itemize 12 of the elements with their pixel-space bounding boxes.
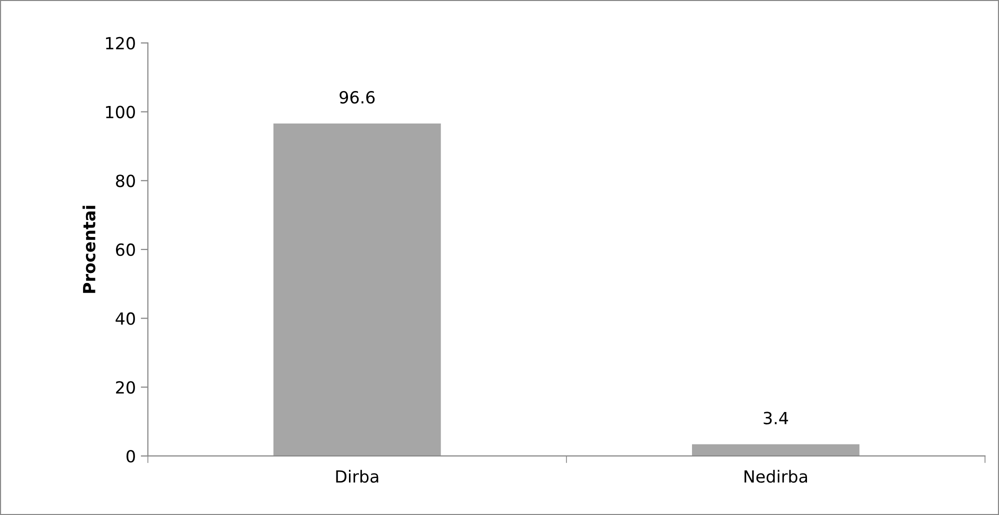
x-tick-label: Nedirba — [744, 470, 807, 483]
y-tick-label: 60 — [116, 243, 135, 256]
y-tick-label: 80 — [116, 174, 135, 188]
y-tick-label: 120 — [106, 36, 135, 50]
y-tick-label: 0 — [126, 450, 135, 463]
y-axis-title: Procentai — [82, 206, 96, 293]
y-tick-label: 40 — [116, 312, 135, 325]
data-label: 3.4 — [764, 412, 788, 424]
data-label: 96.6 — [340, 90, 375, 104]
y-tick-label: 20 — [116, 381, 135, 394]
y-tick-label: 100 — [106, 106, 135, 118]
x-tick-label: Dirba — [336, 470, 378, 483]
